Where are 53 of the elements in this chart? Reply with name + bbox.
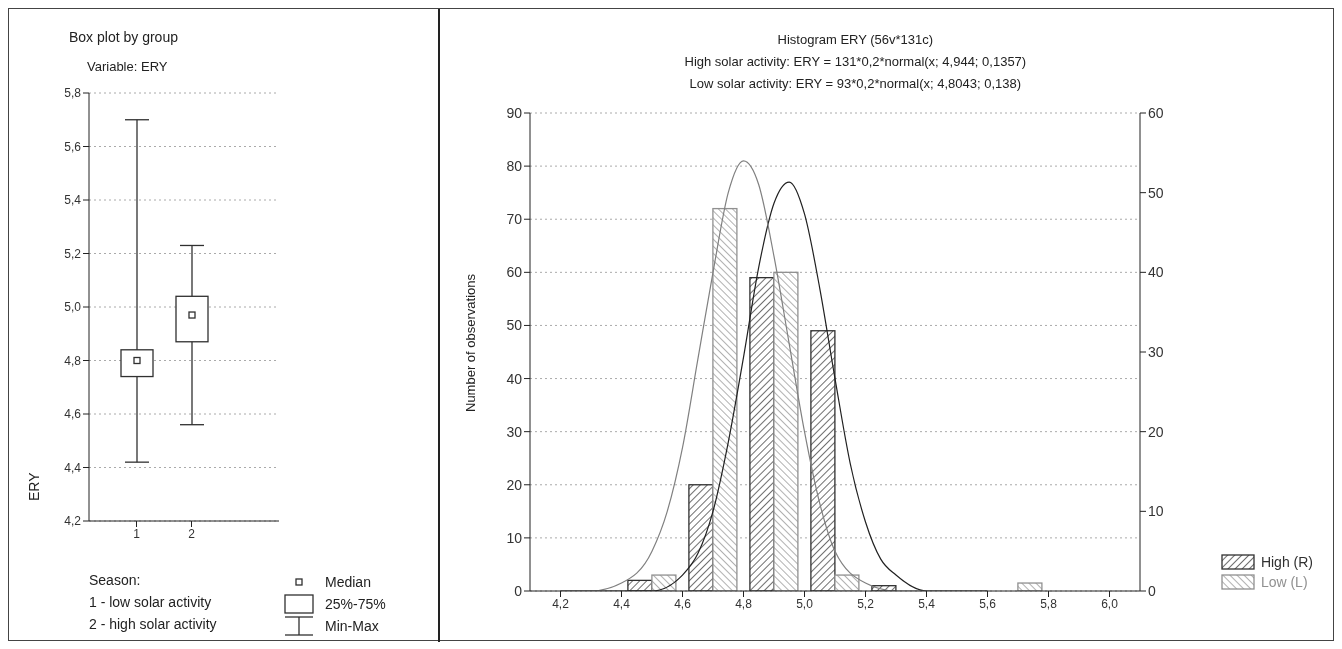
x-tick-label: 4,8	[735, 596, 753, 611]
y2-tick-label: 50	[1148, 184, 1165, 201]
chart-title: Box plot by group	[69, 29, 178, 45]
y-tick-label: 4,8	[64, 353, 82, 368]
y-tick-label: 5,6	[64, 139, 82, 154]
y-tick-label: 5,4	[64, 193, 82, 208]
text: 25%-75%	[325, 596, 386, 612]
x-tick-label: 5,8	[1040, 596, 1058, 611]
y-tick-label: 10	[506, 529, 523, 546]
y-tick-label: 4,4	[64, 460, 82, 475]
y2-tick-label: 60	[1148, 104, 1165, 121]
y-tick-label: 60	[506, 264, 523, 281]
chart-title: Histogram ERY (56v*131c)	[776, 31, 935, 49]
y-tick-label: 50	[506, 317, 523, 334]
y2-tick-label: 40	[1148, 264, 1165, 281]
y-tick-label: 4,6	[64, 407, 82, 422]
y-tick-label: 5,8	[64, 86, 82, 101]
y-tick-label: 5,2	[64, 246, 82, 261]
y2-tick-label: 30	[1148, 343, 1165, 360]
text: Low solar activity: ERY = 93*0,2*normal(x; 4,8043; 0,138)	[688, 75, 1023, 93]
text: Low (L)	[1260, 574, 1308, 590]
x-tick-label: 4,4	[613, 596, 631, 611]
x-tick-label: 4,2	[552, 596, 570, 611]
y2-tick-label: 0	[1148, 582, 1157, 599]
y-axis-title: Number of observations	[462, 273, 478, 412]
x-tick-label: 5,6	[979, 596, 997, 611]
y2-tick-label: 20	[1148, 423, 1165, 440]
text: Min-Max	[325, 618, 379, 634]
text: 2 - high solar activity	[89, 615, 217, 634]
legend-title: Season:	[89, 571, 142, 590]
y-tick-label: 0	[514, 582, 523, 599]
y-tick-label: 4,2	[64, 514, 82, 529]
y-axis-title: ERY	[26, 471, 42, 501]
text: 1 - low solar activity	[89, 593, 213, 612]
x-tick-label: 4,6	[674, 596, 692, 611]
y-tick-label: 30	[506, 423, 523, 440]
text: High (R)	[1260, 554, 1313, 570]
text: Median	[325, 574, 371, 590]
y-tick-label: 80	[506, 158, 523, 175]
y-tick-label: 5,0	[64, 300, 82, 315]
y-tick-label: 70	[506, 211, 523, 228]
x-tick-label: 6,0	[1101, 596, 1119, 611]
x-tick-label: 5,4	[918, 596, 936, 611]
y2-tick-label: 10	[1148, 503, 1165, 520]
y-tick-label: 90	[506, 104, 523, 121]
x-tick-label: 2	[188, 526, 196, 541]
chart-subtitle: Variable: ERY	[87, 59, 168, 74]
y-tick-label: 20	[506, 476, 523, 493]
x-tick-label: 1	[133, 526, 141, 541]
x-tick-label: 5,2	[857, 596, 875, 611]
chart-subtitle: High solar activity: ERY = 131*0,2*normal(x; 4,944; 0,1357)	[683, 53, 1028, 71]
x-tick-label: 5,0	[796, 596, 814, 611]
y-tick-label: 40	[506, 370, 523, 387]
